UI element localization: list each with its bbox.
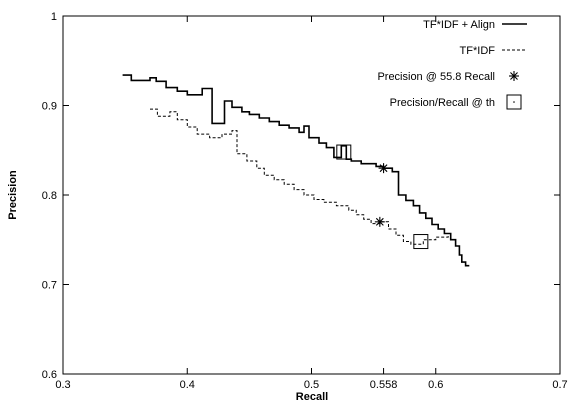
- axes-group: 0.3 0.4 0.5 0.558 0.6 0.7 0.6 0.7 0.8 0.9 1: [42, 11, 568, 391]
- x-tick-label: 0.6: [428, 379, 443, 391]
- legend-label-3: Precision @ 55.8 Recall: [377, 71, 495, 83]
- legend-label-1: TF*IDF + Align: [423, 19, 495, 31]
- legend: TF*IDF + Align TF*IDF Precision @ 55.8 Rec…: [377, 19, 527, 110]
- x-axis-label: Recall: [296, 391, 328, 403]
- y-tick-label: 0.6: [42, 369, 57, 381]
- square-marker: [336, 144, 352, 160]
- legend-label-4: Precision/Recall @ th: [390, 97, 495, 109]
- legend-square-dot: [513, 101, 515, 103]
- y-axis-label: Precision: [7, 170, 19, 220]
- x-tick-label: 0.4: [180, 379, 195, 391]
- asterisk-marker: [374, 216, 385, 227]
- legend-label-2: TF*IDF: [460, 45, 496, 57]
- marker-layer: [336, 144, 429, 250]
- series-line-2: [150, 108, 449, 245]
- x-tick-label: 0.558: [370, 379, 398, 391]
- y-tick-label: 0.8: [42, 190, 57, 202]
- x-tick-label: 0.5: [304, 379, 319, 391]
- square-marker: [413, 234, 429, 250]
- y-tick-label: 1: [51, 11, 57, 23]
- series-layer: [122, 74, 470, 267]
- y-tick-label: 0.9: [42, 101, 57, 113]
- x-tick-label: 0.7: [552, 379, 567, 391]
- legend-square-marker: [506, 94, 522, 110]
- y-tick-label: 0.7: [42, 280, 57, 292]
- x-tick-label: 0.3: [55, 379, 70, 391]
- asterisk-marker: [378, 163, 389, 174]
- legend-asterisk-marker: [509, 71, 519, 81]
- series-line-1: [122, 74, 470, 267]
